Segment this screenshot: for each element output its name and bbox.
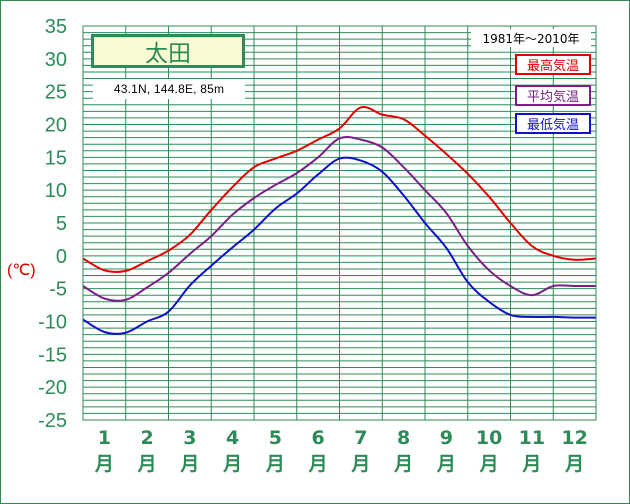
y-tick-label: 30 [45,49,67,71]
month-number-label: 2 [141,427,154,449]
month-suffix-label: 月 [94,453,114,475]
station-coordinates: 43.1N, 144.8E, 85m [93,79,245,99]
mean-temp-line [82,135,596,302]
station-name-box: 太田 [91,34,245,68]
month-number-label: 7 [354,427,367,449]
y-axis-ticks: 35 30 25 20 15 10 5 0 -5 -10 -15 -20 -25 [38,16,67,432]
legend-min-temp: 最低気温 [515,113,591,134]
y-tick-label: 35 [45,16,67,38]
y-tick-label: -20 [38,377,67,399]
month-number-label: 12 [561,427,587,449]
month-suffix-label: 月 [308,453,328,475]
y-tick-label: -25 [38,410,67,432]
legend-max-temp: 最高気温 [515,54,591,75]
series-lines [82,105,597,335]
month-number-label: 9 [440,427,453,449]
month-number-label: 4 [226,427,239,449]
month-suffix-label: 月 [479,453,499,475]
month-suffix-label: 月 [521,453,541,475]
plot-border [82,25,597,421]
x-axis-month-labels: 1 月 2 月 3 月 4 月 5 月 6 月 7 月 8 月 9 月 10 月 11 月 12 月 [94,427,588,475]
month-suffix-label: 月 [393,453,413,475]
y-tick-label: 20 [45,115,67,137]
max-temp-line [82,105,597,273]
month-number-label: 3 [183,427,196,449]
month-number-label: 1 [98,427,111,449]
y-tick-label: 0 [56,246,67,268]
month-suffix-label: 月 [265,453,285,475]
month-suffix-label: 月 [137,453,157,475]
y-tick-label: 5 [56,213,67,235]
y-tick-label: 10 [45,180,67,202]
month-number-label: 10 [476,427,502,449]
y-tick-label: -10 [38,312,67,334]
month-number-label: 6 [312,427,325,449]
min-temp-line [82,156,597,335]
y-tick-label: 15 [45,147,67,169]
month-suffix-label: 月 [179,453,199,475]
month-suffix-label: 月 [436,453,456,475]
y-tick-label: 25 [45,82,67,104]
month-number-label: 8 [397,427,410,449]
legend-mean-temp: 平均気温 [515,85,591,106]
y-axis-unit-label: (℃) [7,262,36,279]
month-suffix-label: 月 [564,453,584,475]
month-number-label: 11 [519,427,545,449]
month-number-label: 5 [269,427,282,449]
y-tick-label: -15 [38,344,67,366]
period-label: 1981年～2010年 [471,29,591,47]
month-suffix-label: 月 [350,453,370,475]
station-name: 太田 [145,41,191,67]
month-suffix-label: 月 [222,453,242,475]
y-tick-label: -5 [49,279,67,301]
